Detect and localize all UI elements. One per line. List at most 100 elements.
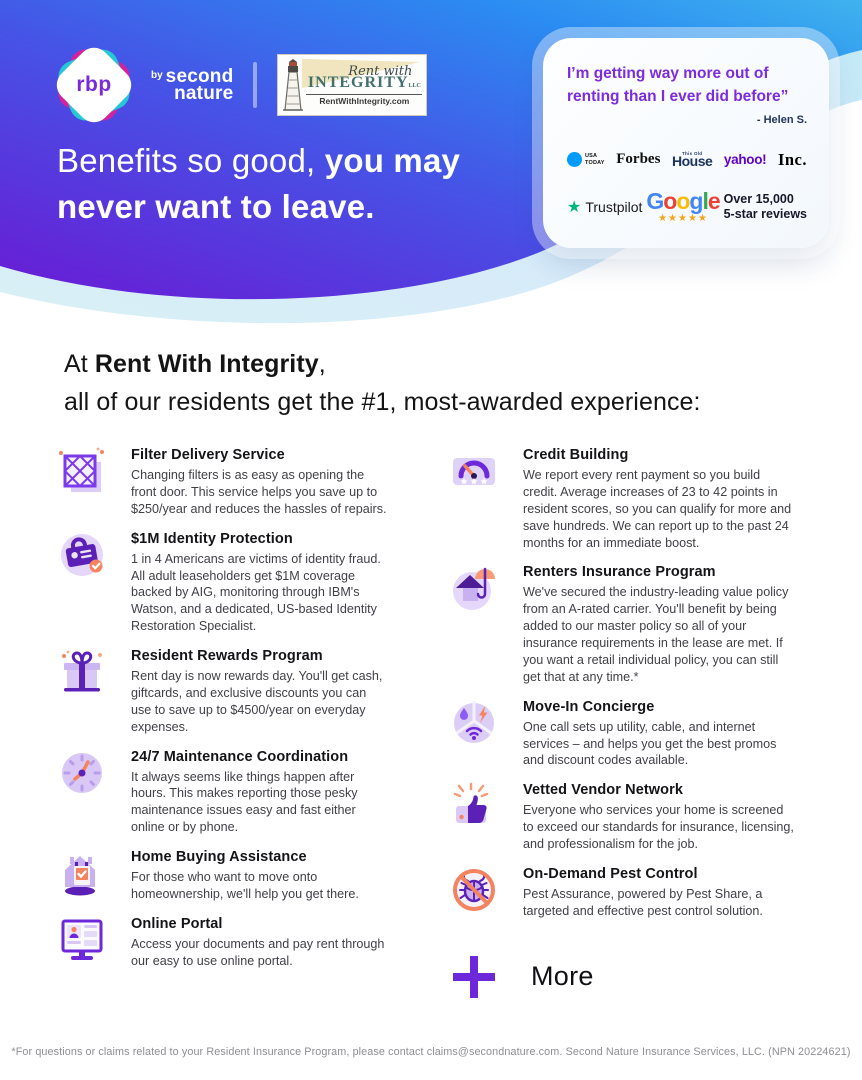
benefits-grid: Filter Delivery Service Changing filters…: [0, 421, 862, 999]
identity-protection-icon: [58, 531, 106, 579]
footer-disclaimer: *For questions or claims related to your…: [11, 1046, 851, 1058]
benefit-description: Access your documents and pay rent throu…: [131, 936, 385, 968]
trustpilot-star-icon: ★: [567, 198, 582, 216]
filter-icon: [58, 447, 106, 495]
google-letter: o: [663, 187, 677, 214]
benefit-identity-protection: $1M Identity Protection 1 in 4 Americans…: [58, 531, 388, 635]
forbes-logo: Forbes: [616, 151, 661, 167]
benefit-title: Online Portal: [131, 915, 223, 932]
plus-icon: [452, 955, 496, 999]
benefit-description: For those who want to move onto homeowne…: [131, 870, 359, 901]
benefit-renters-insurance: Renters Insurance Program We've secured …: [450, 564, 795, 685]
benefit-description: Pest Assurance, powered by Pest Share, a…: [523, 886, 763, 918]
google-stars-icon: ★★★★★: [658, 212, 708, 224]
brand-row: rbp by second nature: [50, 41, 428, 129]
benefit-title: $1M Identity Protection: [131, 530, 293, 547]
more-row: More: [452, 955, 795, 999]
intro-regular: At: [64, 350, 95, 378]
trustpilot-label: Trustpilot: [585, 198, 643, 215]
google-letter: G: [646, 187, 664, 214]
lighthouse-icon: [278, 55, 306, 115]
benefit-description: We've secured the industry-leading value…: [523, 585, 789, 684]
benefit-description: Changing filters is as easy as opening t…: [131, 468, 387, 516]
monitor-icon: [58, 916, 106, 964]
by-label: by: [151, 69, 163, 81]
lighthouse-beam: [302, 59, 421, 88]
benefit-vetted-vendors: Vetted Vendor Network Everyone who servi…: [450, 782, 795, 853]
benefit-title: Resident Rewards Program: [131, 648, 323, 664]
hero-headline: Benefits so good, you may never want to …: [57, 138, 460, 229]
house-icon: [58, 849, 106, 897]
google-logo: Google ★★★★★: [646, 187, 721, 224]
yahoo-logo: yahoo!: [723, 152, 767, 167]
integrity-website: RentWithIntegrity.com: [306, 94, 423, 106]
rent-with-script-text: Rent with: [348, 64, 413, 79]
review-count: Over 15,000 5-star reviews: [723, 191, 807, 221]
usa-today-line2: TODAY: [585, 159, 605, 166]
benefit-title: Filter Delivery Service: [131, 447, 285, 463]
second-nature-line2: nature: [174, 83, 234, 104]
benefit-resident-rewards: Resident Rewards Program Rent day is now…: [58, 648, 388, 736]
testimonial-quote: I’m getting way more out of renting than…: [567, 65, 789, 106]
google-letter: l: [702, 187, 708, 214]
thumbs-up-icon: [450, 782, 498, 830]
benefit-description: 1 in 4 Americans are victims of identity…: [131, 551, 381, 634]
benefit-description: One call sets up utility, cable, and int…: [523, 719, 777, 768]
testimonial-card: I’m getting way more out of renting than…: [543, 38, 829, 248]
more-label: More: [531, 961, 594, 992]
llc-label: LLC: [408, 83, 421, 89]
intro-heading: At Rent With Integrity, all of our resid…: [64, 350, 701, 416]
benefit-title: Move-In Concierge: [523, 698, 655, 715]
rbp-wordmark: rbp: [76, 73, 112, 96]
usa-today-circle-icon: [567, 152, 582, 167]
benefit-title: Renters Insurance Program: [523, 564, 716, 581]
headline-bold-2: never want to leave.: [57, 187, 375, 225]
credit-gauge-icon: [450, 447, 498, 495]
trustpilot-logo: ★ Trustpilot: [567, 197, 642, 217]
benefit-home-buying: Home Buying Assistance For those who wan…: [58, 849, 388, 903]
intro-line2: all of our residents get the #1, most-aw…: [64, 387, 701, 416]
benefit-description: Everyone who services your home is scree…: [523, 803, 794, 851]
headline-bold-1: you may: [324, 142, 461, 179]
benefit-title: Credit Building: [523, 447, 629, 463]
benefit-online-portal: Online Portal Access your documents and …: [58, 916, 388, 970]
reviews-row: ★ Trustpilot Google ★★★★★ Over 15,000 5-…: [567, 187, 807, 224]
umbrella-house-icon: [450, 564, 498, 612]
hero-section: rbp by second nature: [0, 0, 862, 332]
intro-bold: Rent With Integrity: [94, 350, 319, 378]
benefit-title: Vetted Vendor Network: [523, 782, 684, 799]
benefit-move-in-concierge: Move-In Concierge One call sets up utili…: [450, 699, 795, 770]
usa-today-logo: USA TODAY: [567, 152, 605, 167]
clock-icon: [58, 749, 106, 797]
benefit-description: We report every rent payment so you buil…: [523, 468, 792, 550]
google-letter: g: [689, 187, 703, 214]
this-old-house-logo: This Old House: [672, 151, 713, 169]
second-nature-logo: by second nature: [151, 65, 234, 104]
benefit-filter-delivery: Filter Delivery Service Changing filters…: [58, 447, 388, 518]
benefit-description: It always seems like things happen after…: [131, 769, 358, 835]
gift-icon: [58, 648, 106, 696]
brand-divider: [253, 62, 258, 108]
benefit-credit-building: Credit Building We report every rent pay…: [450, 447, 795, 551]
google-letter: o: [676, 187, 690, 214]
integrity-wordmark: INTEGRITYLLC: [307, 74, 421, 91]
google-letter: e: [707, 187, 721, 214]
benefit-title: Home Buying Assistance: [131, 849, 307, 865]
this-old-label: This Old: [681, 151, 703, 157]
benefit-pest-control: On-Demand Pest Control Pest Assurance, p…: [450, 866, 795, 920]
benefit-maintenance: 24/7 Maintenance Coordination It always …: [58, 749, 388, 837]
rbp-logo: rbp: [50, 41, 138, 129]
house-label: House: [672, 152, 713, 169]
rent-with-integrity-logo: Rent with INTEGRITYLLC RentWithIntegrity…: [277, 54, 428, 116]
testimonial-attribution: - Helen S.: [756, 113, 807, 126]
benefits-right-column: Credit Building We report every rent pay…: [450, 447, 795, 999]
benefit-description: Rent day is now rewards day. You'll get …: [131, 669, 383, 734]
headline-regular: Benefits so good,: [57, 142, 325, 179]
benefit-title: 24/7 Maintenance Coordination: [131, 748, 349, 765]
no-pests-icon: [450, 866, 498, 914]
benefit-title: On-Demand Pest Control: [523, 865, 698, 882]
media-logos-row: USA TODAY Forbes This Old House yahoo! I…: [567, 150, 807, 170]
second-nature-line1: second: [165, 65, 234, 87]
benefits-left-column: Filter Delivery Service Changing filters…: [58, 447, 388, 999]
